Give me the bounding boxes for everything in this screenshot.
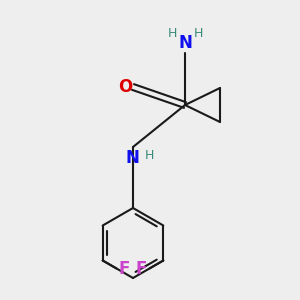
Text: N: N <box>125 149 139 167</box>
Text: H: H <box>144 149 154 162</box>
Text: N: N <box>178 34 192 52</box>
Text: H: H <box>193 27 203 40</box>
Text: H: H <box>167 27 177 40</box>
Text: F: F <box>119 260 130 278</box>
Text: O: O <box>118 78 132 96</box>
Text: F: F <box>136 260 147 278</box>
